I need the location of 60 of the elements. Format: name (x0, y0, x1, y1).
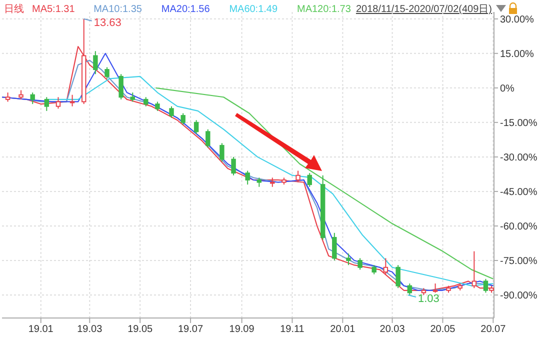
x-tick-label: 19.01 (28, 324, 54, 335)
chart-subtitle: 2018/11/15-2020/07/02(409日) (356, 4, 492, 15)
annotation: 1.03 (418, 292, 440, 305)
candlestick (407, 282, 412, 296)
text: MA20:1.56 (161, 4, 210, 15)
candlestick (70, 94, 75, 107)
x-tick-label: 19.05 (128, 324, 154, 335)
text: MA10:1.35 (94, 4, 142, 15)
x-tick-label: 20.07 (480, 324, 506, 335)
candlestick (206, 128, 210, 148)
candlestick (169, 106, 174, 118)
candlestick (118, 74, 124, 100)
candlestick (155, 101, 160, 112)
y-tick-label: -75.00% (500, 256, 538, 267)
x-tick-label: 19.03 (77, 324, 103, 335)
candlestick (383, 258, 388, 275)
candlestick (104, 66, 110, 80)
y-tick-label: -15.00% (500, 118, 538, 129)
x-tick-label: 19.11 (280, 324, 305, 335)
y-tick-label: -90.00% (500, 290, 538, 302)
candlestick (483, 278, 488, 294)
candlestick (358, 258, 362, 270)
x-tick-label: 19.07 (178, 324, 204, 335)
y-tick-label: 15.00% (500, 48, 534, 60)
x-tick-label: 20.03 (380, 324, 406, 335)
candlestick (5, 92, 10, 102)
candlestick (18, 90, 24, 100)
text: MA5:1.31 (32, 4, 76, 15)
candlestick (245, 170, 250, 186)
chart-title: 日线 (4, 3, 24, 15)
x-tick-label: 19.09 (229, 324, 255, 335)
y-tick-label: -45.00% (500, 186, 538, 198)
candlestick (372, 264, 376, 275)
y-tick-label: 30.00% (500, 14, 534, 26)
candlestick (180, 112, 186, 126)
annotation: 13.63 (94, 16, 122, 29)
x-tick-label: 20.01 (330, 324, 356, 335)
candlestick (346, 253, 351, 266)
candlestick (44, 96, 50, 112)
candlestick (332, 232, 337, 261)
candlestick (93, 50, 98, 75)
line-series (155, 87, 494, 280)
candlestick (56, 96, 61, 110)
candlestick (144, 96, 148, 107)
candlestick (231, 156, 236, 176)
candlestick (194, 120, 199, 134)
candlestick (396, 264, 400, 289)
candlestick (256, 177, 262, 188)
candlestick (270, 177, 275, 188)
candlestick (307, 172, 312, 188)
text: MA60:1.49 (229, 4, 278, 15)
y-tick-label: 0% (500, 83, 515, 94)
candlestick (130, 92, 136, 102)
y-tick-label: -30.00% (500, 152, 538, 164)
y-tick-label: -60.00% (500, 221, 538, 232)
candlestick (30, 92, 35, 105)
candlestick (296, 170, 300, 183)
text: MA120:1.73 (297, 4, 352, 15)
x-tick-label: 20.05 (430, 324, 456, 335)
candlestick (220, 142, 224, 162)
